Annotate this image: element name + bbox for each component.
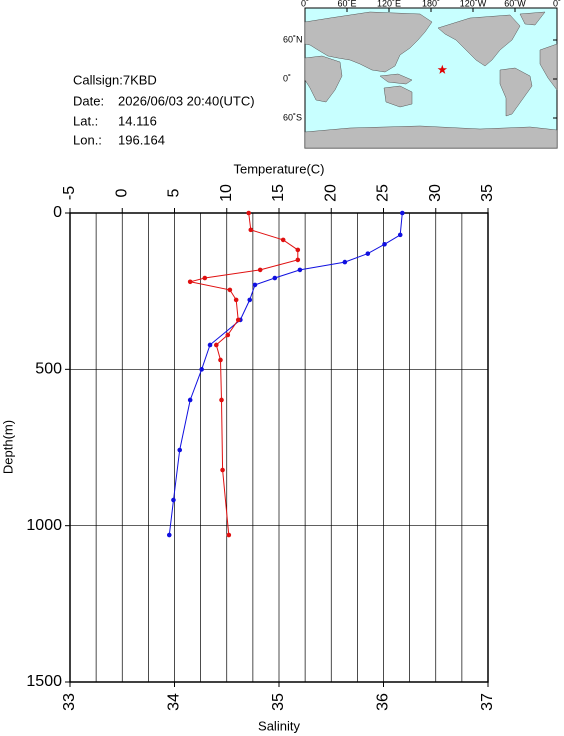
- map-x-tick-label: 0˚: [301, 0, 309, 8]
- profile-point: [225, 332, 231, 338]
- x-tick-label: -5: [61, 186, 78, 200]
- lon-label: Lon.:: [73, 132, 102, 147]
- profile-point: [233, 297, 239, 303]
- profile-point: [397, 232, 403, 238]
- profile-point: [207, 342, 213, 348]
- y-axis-title: Depth(m): [0, 420, 15, 474]
- map-x-tick-label: 120˚W: [460, 0, 487, 8]
- profile-point: [202, 275, 208, 281]
- profile-point: [214, 342, 219, 348]
- lat-label: Lat.:: [73, 113, 98, 128]
- map-x-tick-label: 60˚W: [504, 0, 526, 8]
- date: 2026/06/03 20:40(UTC): [118, 93, 255, 108]
- x2-tick-label: 35: [270, 693, 287, 711]
- profile-point: [272, 275, 278, 281]
- x2-axis-title: Salinity: [258, 718, 300, 733]
- x2-tick-label: 34: [166, 693, 183, 711]
- x2-tick-label: 37: [479, 693, 496, 711]
- profile-point: [257, 267, 263, 273]
- profile-point: [171, 497, 176, 503]
- map-x-tick-label: 0˚: [553, 0, 561, 8]
- map: [304, 7, 558, 149]
- lat: 14.116: [118, 113, 157, 128]
- map-x-tick-label: 180˚: [422, 0, 440, 8]
- profile-point: [297, 267, 303, 273]
- x-tick-label: 25: [375, 184, 392, 202]
- profile-line: [190, 212, 299, 536]
- x-tick-label: 15: [270, 184, 287, 202]
- profile-point: [246, 210, 251, 216]
- profile-point: [227, 287, 233, 293]
- y-tick-label: 1000: [26, 517, 62, 534]
- map-x-tick-label: 120˚E: [377, 0, 401, 8]
- map-y-tick-label: 60˚N: [283, 34, 303, 44]
- profile-point: [177, 447, 183, 453]
- map-x-tick-label: 60˚E: [337, 0, 356, 8]
- profile-point: [187, 279, 193, 285]
- x-tick-label: 5: [166, 188, 183, 197]
- x-tick-label: 30: [427, 184, 444, 202]
- profile-point: [342, 259, 348, 265]
- x2-tick-label: 33: [61, 693, 78, 711]
- profile-line: [168, 212, 403, 536]
- profile-point: [166, 532, 172, 538]
- profile-point: [218, 357, 223, 363]
- callsign: Callsign:7KBD: [73, 72, 157, 87]
- profile-point: [199, 367, 204, 372]
- profile-point: [187, 397, 193, 403]
- land: [304, 11, 558, 149]
- x-tick-label: 20: [322, 184, 339, 202]
- profile-point: [220, 467, 225, 473]
- profile-point: [219, 397, 224, 403]
- profile-point: [400, 210, 405, 216]
- x-tick-label: 10: [218, 184, 235, 202]
- map-y-tick-label: 0˚: [283, 73, 291, 83]
- profile-point: [247, 297, 253, 303]
- y-tick-label: 500: [35, 361, 62, 378]
- profile-point: [295, 247, 301, 253]
- profile-point: [235, 317, 241, 323]
- profile-point: [248, 227, 254, 233]
- lon: 196.164: [118, 132, 165, 147]
- x-axis-title: Temperature(C): [233, 161, 324, 176]
- y-tick-label: 0: [53, 204, 62, 221]
- map-y-tick-label: 60˚S: [283, 112, 302, 122]
- x-tick-label: 35: [479, 184, 496, 202]
- profile-point: [252, 282, 258, 288]
- y-tick-label: 1500: [26, 673, 62, 690]
- x2-tick-label: 36: [375, 693, 392, 711]
- station-star: [437, 64, 448, 74]
- profile-point: [295, 257, 301, 263]
- x-tick-label: 0: [113, 188, 130, 197]
- profile-point: [382, 241, 387, 247]
- profile-point: [280, 237, 286, 243]
- profile-point: [365, 251, 371, 256]
- profile-point: [226, 532, 232, 538]
- date-label: Date:: [73, 93, 104, 108]
